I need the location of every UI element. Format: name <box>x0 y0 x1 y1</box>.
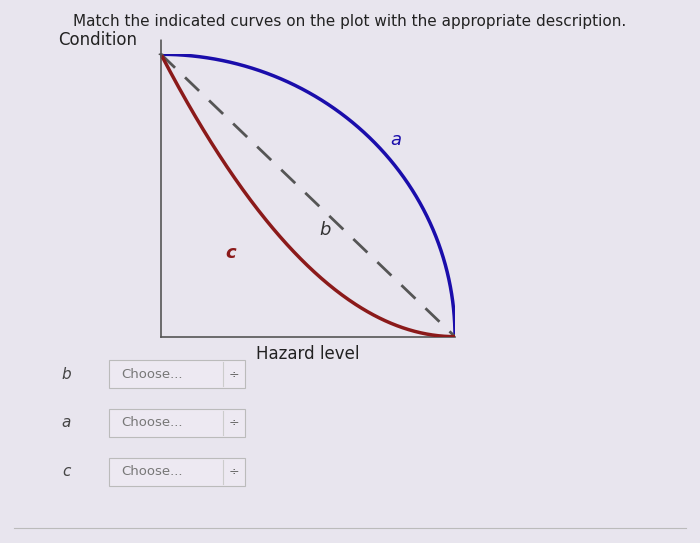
Text: c: c <box>225 244 237 262</box>
Text: a: a <box>62 415 71 431</box>
Text: c: c <box>62 464 71 479</box>
Text: ÷: ÷ <box>228 368 239 381</box>
Text: Choose...: Choose... <box>121 368 183 381</box>
Text: ÷: ÷ <box>228 416 239 430</box>
Text: Condition: Condition <box>59 30 137 49</box>
Text: ÷: ÷ <box>228 465 239 478</box>
Text: Match the indicated curves on the plot with the appropriate description.: Match the indicated curves on the plot w… <box>74 14 626 29</box>
X-axis label: Hazard level: Hazard level <box>256 345 360 363</box>
Text: a: a <box>391 131 401 149</box>
Text: b: b <box>320 221 331 239</box>
Text: Choose...: Choose... <box>121 465 183 478</box>
Text: Choose...: Choose... <box>121 416 183 430</box>
Text: b: b <box>62 367 71 382</box>
